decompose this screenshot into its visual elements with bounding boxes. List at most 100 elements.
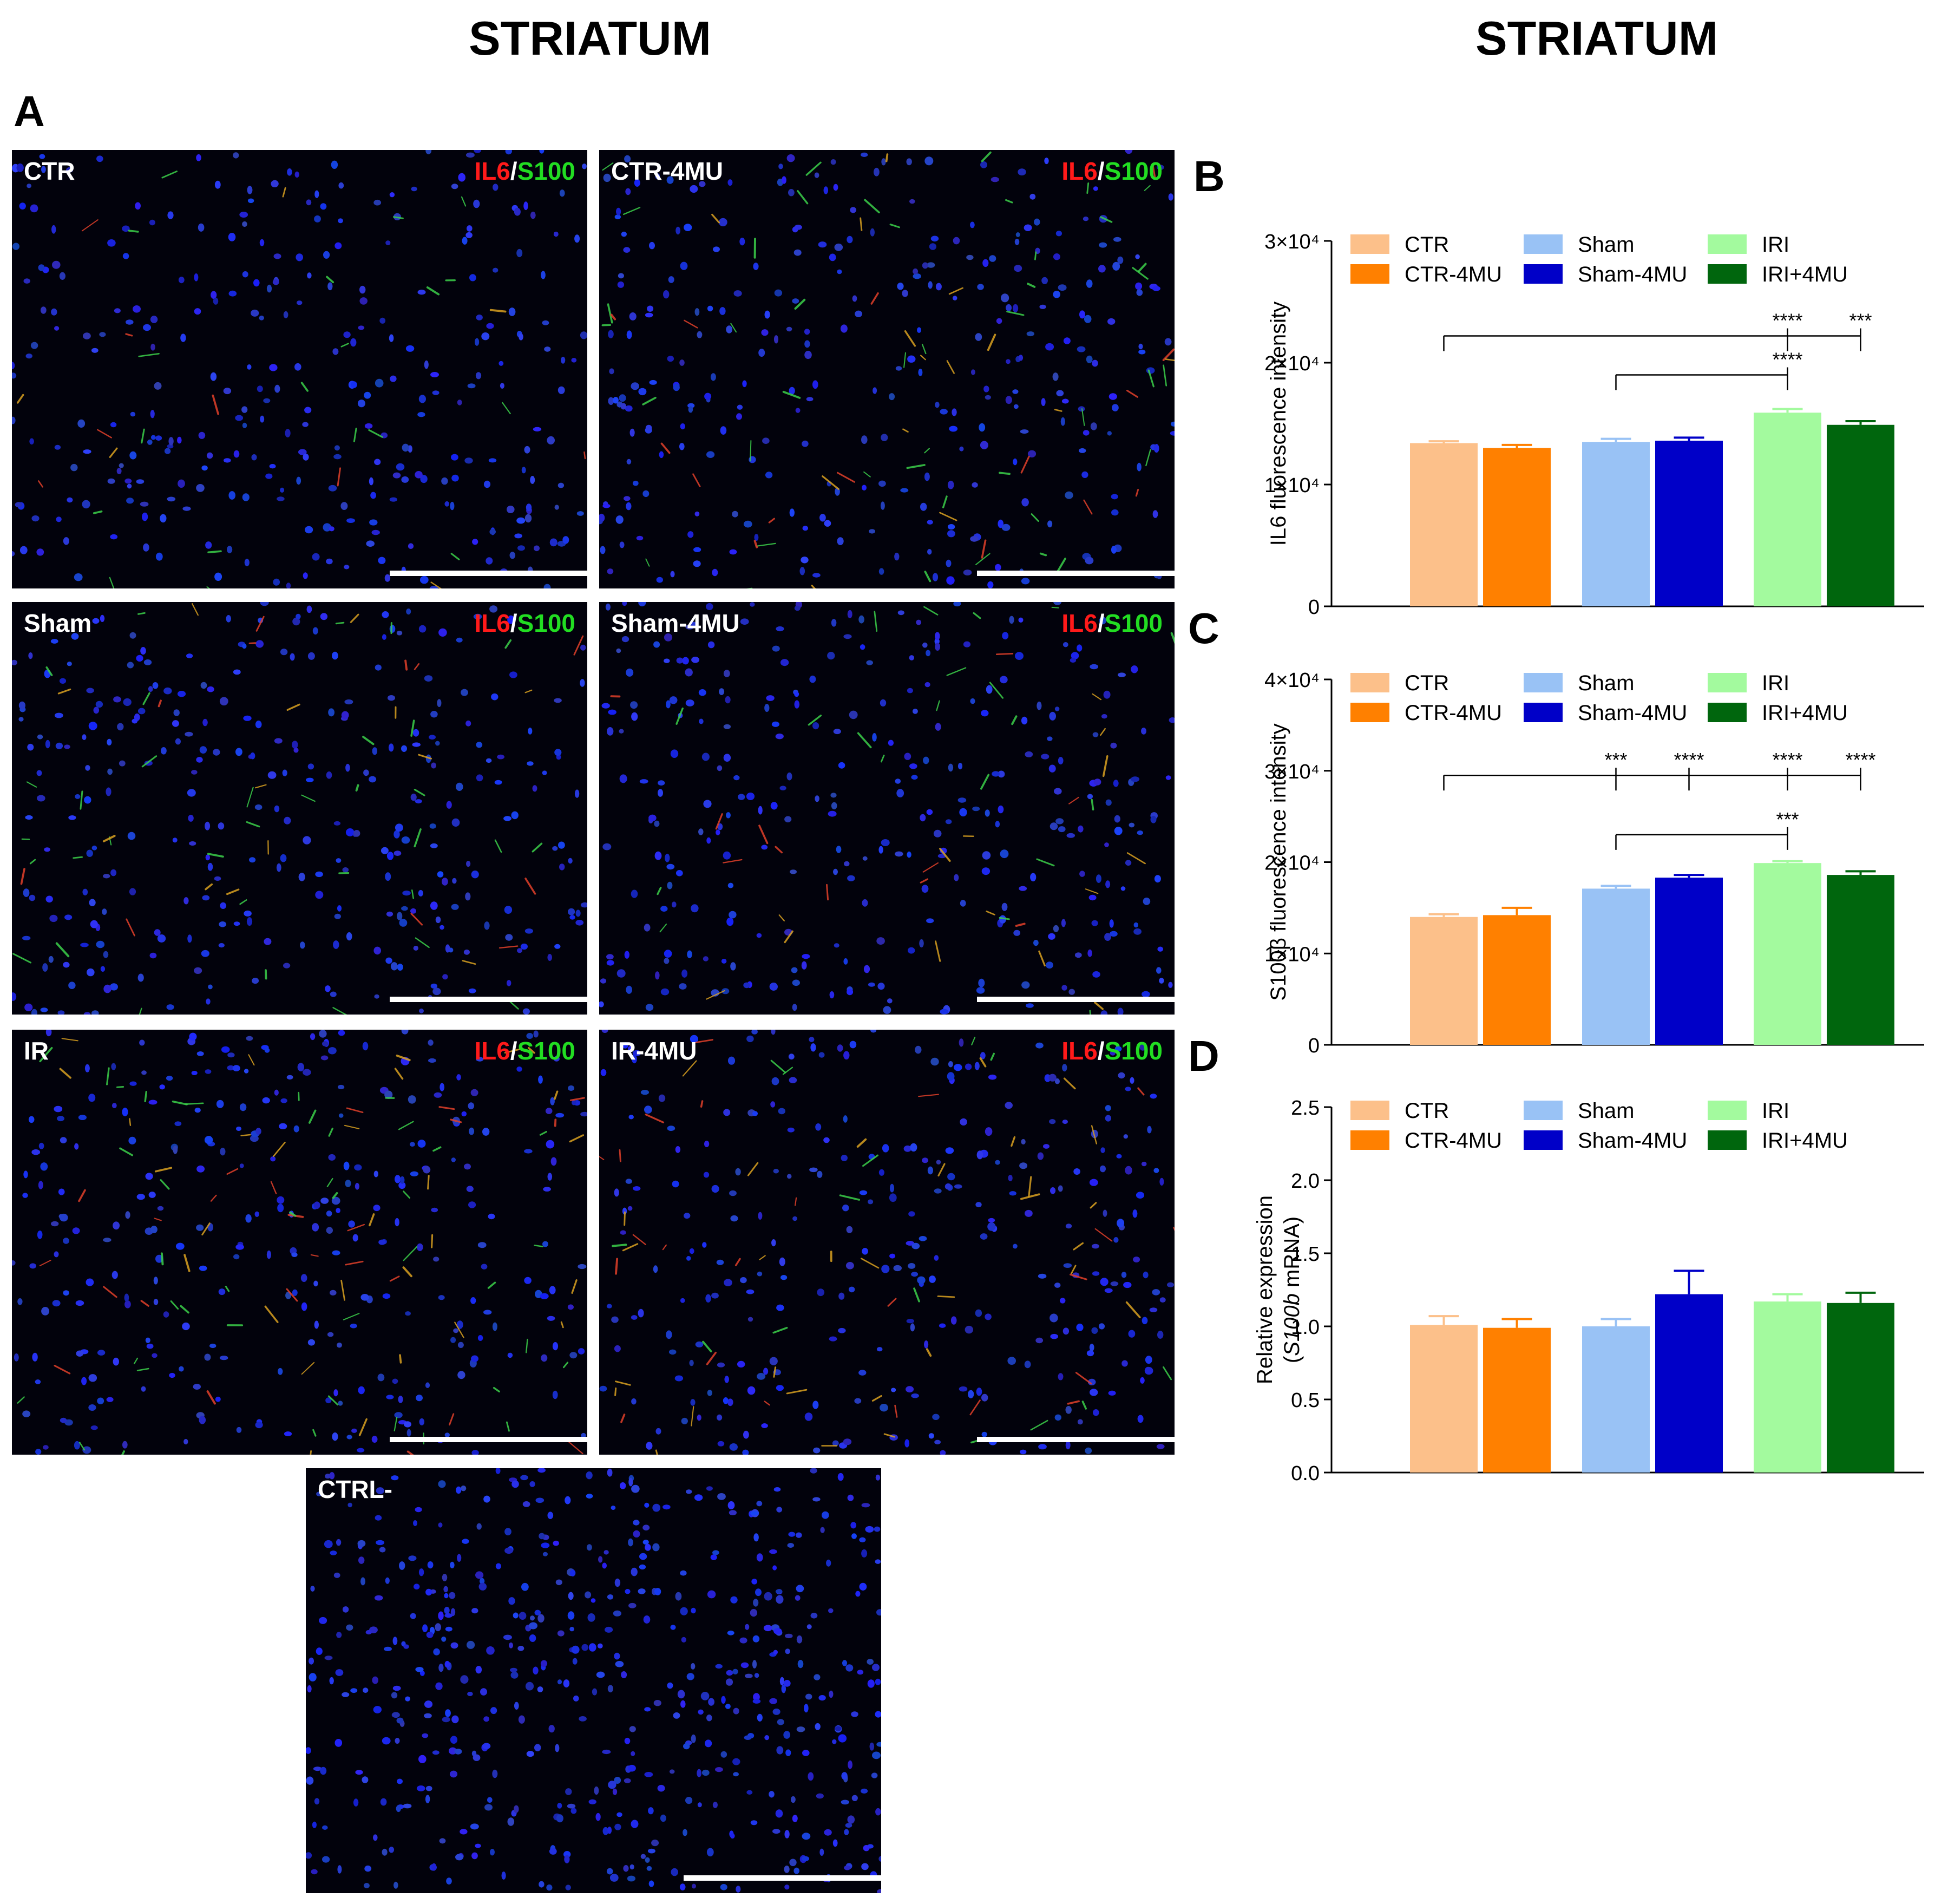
nucleus-dot	[514, 207, 521, 216]
nucleus-dot	[771, 1239, 776, 1247]
nucleus-dot	[1000, 849, 1009, 859]
nucleus-dot	[1061, 985, 1067, 991]
nucleus-dot	[699, 718, 704, 724]
nucleus-dot	[22, 1193, 28, 1198]
nucleus-dot	[397, 1778, 403, 1784]
nucleus-dot	[815, 795, 819, 802]
fiber-stroke	[138, 352, 160, 357]
nucleus-dot	[547, 436, 555, 445]
nucleus-dot	[970, 221, 975, 228]
nucleus-dot	[1166, 1282, 1175, 1287]
nucleus-dot	[631, 382, 639, 390]
nucleus-dot	[876, 1347, 883, 1352]
nucleus-dot	[214, 572, 222, 581]
nucleus-dot	[627, 1206, 633, 1211]
nucleus-dot	[611, 1316, 619, 1323]
nucleus-dot	[302, 422, 309, 427]
nucleus-dot	[706, 837, 711, 844]
nucleus-dot	[369, 776, 377, 783]
nucleus-dot	[1026, 331, 1034, 337]
nucleus-dot	[631, 712, 638, 721]
nucleus-dot	[813, 1447, 821, 1454]
nucleus-dot	[719, 688, 725, 695]
nucleus-dot	[576, 511, 584, 516]
nucleus-dot	[789, 1077, 797, 1083]
nucleus-dot	[172, 838, 178, 843]
fiber-stroke	[795, 1197, 797, 1206]
fiber-stroke	[93, 510, 103, 514]
nucleus-dot	[970, 536, 979, 542]
fiber-stroke	[883, 1433, 895, 1438]
nucleus-dot	[957, 797, 967, 803]
nucleus-dot	[468, 988, 476, 993]
nucleus-dot	[659, 451, 664, 459]
fiber-stroke	[926, 1348, 932, 1357]
nucleus-dot	[314, 190, 319, 198]
nucleus-dot	[218, 1288, 226, 1295]
nucleus-dot	[425, 1382, 430, 1388]
nucleus-dot	[393, 1881, 398, 1889]
nucleus-dot	[909, 199, 915, 204]
nucleus-dot	[264, 1048, 270, 1053]
micrograph-label: Sham-4MU	[611, 609, 740, 637]
nucleus-dot	[948, 763, 954, 772]
nucleus-dot	[12, 659, 17, 665]
nucleus-dot	[243, 715, 252, 721]
nucleus-dot	[1136, 289, 1143, 296]
nucleus-dot	[754, 534, 759, 541]
nucleus-dot	[475, 1843, 481, 1848]
nucleus-dot	[632, 480, 639, 486]
nucleus-dot	[946, 559, 952, 567]
nucleus-dot	[779, 1677, 784, 1686]
nucleus-dot	[1044, 158, 1049, 165]
nucleus-dot	[640, 1854, 646, 1859]
nucleus-dot	[325, 985, 331, 992]
nucleus-dot	[1013, 458, 1018, 466]
nucleus-dot	[25, 815, 33, 820]
fiber-stroke	[136, 1368, 149, 1371]
nucleus-dot	[685, 1797, 693, 1804]
nucleus-dot	[792, 1216, 798, 1221]
nucleus-dot	[1092, 359, 1098, 367]
nucleus-dot	[894, 552, 900, 561]
nucleus-dot	[81, 1377, 87, 1385]
fiber-stroke	[1094, 1228, 1113, 1242]
nucleus-dot	[107, 738, 112, 745]
nucleus-dot	[792, 298, 799, 304]
nucleus-dot	[513, 1612, 519, 1619]
nucleus-dot	[390, 375, 397, 382]
nucleus-dot	[874, 1526, 881, 1532]
nucleus-dot	[773, 1168, 779, 1174]
nucleus-dot	[779, 1257, 785, 1266]
nucleus-dot	[979, 423, 986, 432]
fiber-stroke	[394, 1068, 404, 1080]
nucleus-dot	[186, 653, 193, 658]
nucleus-dot	[381, 847, 389, 854]
nucleus-dot	[373, 1205, 381, 1212]
nucleus-dot	[1137, 462, 1142, 472]
nucleus-dot	[1154, 875, 1161, 883]
nucleus-dot	[782, 176, 786, 184]
fiber-stroke	[207, 550, 222, 554]
nucleus-dot	[588, 1643, 596, 1652]
nucleus-dot	[378, 557, 386, 564]
nucleus-dot	[549, 1848, 557, 1855]
nucleus-dot	[219, 1356, 228, 1360]
nucleus-dot	[489, 528, 496, 535]
nucleus-dot	[1116, 1154, 1122, 1159]
fiber-stroke	[662, 1244, 667, 1251]
nucleus-dot	[996, 318, 1002, 324]
fiber-stroke	[1144, 185, 1151, 191]
nucleus-dot	[607, 1685, 613, 1693]
fiber-stroke	[426, 286, 440, 296]
nucleus-dot	[830, 159, 836, 165]
nucleus-dot	[362, 1776, 369, 1783]
nucleus-dot	[572, 1100, 576, 1105]
nucleus-dot	[552, 846, 558, 851]
nucleus-dot	[949, 426, 958, 432]
nucleus-dot	[235, 415, 244, 421]
fiber-stroke	[695, 1039, 713, 1043]
nucleus-dot	[442, 1717, 450, 1723]
panel-letter-a: A	[14, 87, 45, 135]
